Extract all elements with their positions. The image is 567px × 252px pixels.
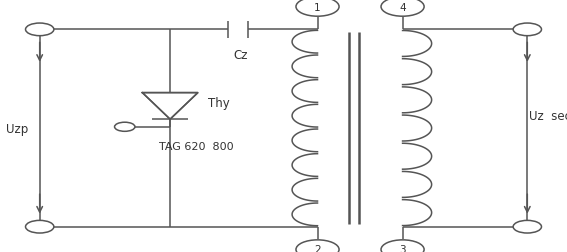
Text: Uzp: Uzp <box>6 122 28 135</box>
Text: Uz  sec: Uz sec <box>529 109 567 122</box>
Text: 4: 4 <box>399 3 406 13</box>
Circle shape <box>26 220 54 233</box>
Text: Thy: Thy <box>208 97 229 110</box>
Circle shape <box>296 240 339 252</box>
Circle shape <box>296 0 339 17</box>
Circle shape <box>115 123 135 132</box>
Polygon shape <box>142 93 198 120</box>
Text: Cz: Cz <box>234 49 248 62</box>
Circle shape <box>513 220 541 233</box>
Text: TAG 620  800: TAG 620 800 <box>159 141 234 151</box>
Text: 3: 3 <box>399 244 406 252</box>
Text: 1: 1 <box>314 3 321 13</box>
Circle shape <box>513 24 541 37</box>
Circle shape <box>26 24 54 37</box>
Circle shape <box>381 0 424 17</box>
Text: 2: 2 <box>314 244 321 252</box>
Circle shape <box>381 240 424 252</box>
